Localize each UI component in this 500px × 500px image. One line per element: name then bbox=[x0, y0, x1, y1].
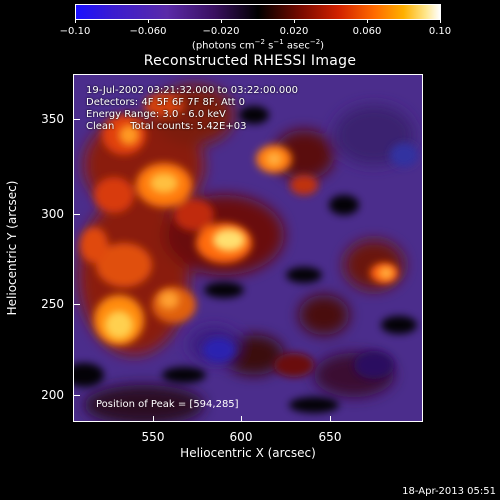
y-tick-mark bbox=[74, 214, 80, 215]
colorbar-tick-mark bbox=[75, 19, 76, 23]
y-tick-mark bbox=[74, 119, 80, 120]
x-axis-label: Heliocentric X (arcsec) bbox=[180, 446, 316, 460]
rhessi-image-map bbox=[74, 75, 422, 421]
colorbar-tick-mark bbox=[367, 19, 368, 23]
plot-timestamp: 18-Apr-2013 05:51 bbox=[402, 486, 496, 497]
y-tick-label: 300 bbox=[41, 207, 64, 221]
colorbar-unit-label: (photons cm−2 s−1 asec−2) bbox=[191, 38, 325, 52]
detectors-info: Detectors: 4F 5F 6F 7F 8F, Att 0 bbox=[86, 97, 246, 108]
reconstructed-image-panel: 19-Jul-2002 03:21:32.000 to 03:22:00.000… bbox=[73, 74, 423, 422]
colorbar-tick-label: −0.020 bbox=[202, 26, 240, 37]
x-tick-label: 550 bbox=[141, 430, 165, 444]
y-tick-label: 250 bbox=[41, 297, 64, 311]
y-tick-mark bbox=[74, 395, 80, 396]
colorbar-tick-mark bbox=[221, 19, 222, 23]
x-tick-mark bbox=[241, 416, 242, 422]
colorbar-tick-mark bbox=[148, 19, 149, 23]
colorbar-tick-mark bbox=[294, 19, 295, 23]
y-tick-label: 200 bbox=[41, 388, 64, 402]
colorbar-tick-label: 0.020 bbox=[279, 26, 309, 37]
y-tick-label: 350 bbox=[41, 112, 64, 126]
colorbar bbox=[75, 4, 441, 20]
x-tick-label: 600 bbox=[229, 430, 253, 444]
plot-title: Reconstructed RHESSI Image bbox=[143, 53, 357, 69]
clean-total-counts: Clean Total counts: 5.42E+03 bbox=[86, 121, 247, 132]
x-tick-label: 650 bbox=[318, 430, 342, 444]
peak-position: Position of Peak = [594,285] bbox=[96, 399, 239, 410]
colorbar-tick-label: 0.060 bbox=[352, 26, 382, 37]
observation-time: 19-Jul-2002 03:21:32.000 to 03:22:00.000 bbox=[86, 85, 298, 96]
energy-range-info: Energy Range: 3.0 - 6.0 keV bbox=[86, 109, 226, 120]
x-tick-mark bbox=[330, 416, 331, 422]
colorbar-tick-mark bbox=[440, 19, 441, 23]
y-axis-label: Heliocentric Y (arcsec) bbox=[5, 180, 19, 316]
colorbar-tick-label: 0.10 bbox=[428, 26, 452, 37]
y-tick-mark bbox=[74, 304, 80, 305]
x-tick-mark bbox=[153, 416, 154, 422]
colorbar-tick-label: −0.060 bbox=[129, 26, 167, 37]
colorbar-tick-label: −0.10 bbox=[59, 26, 91, 37]
